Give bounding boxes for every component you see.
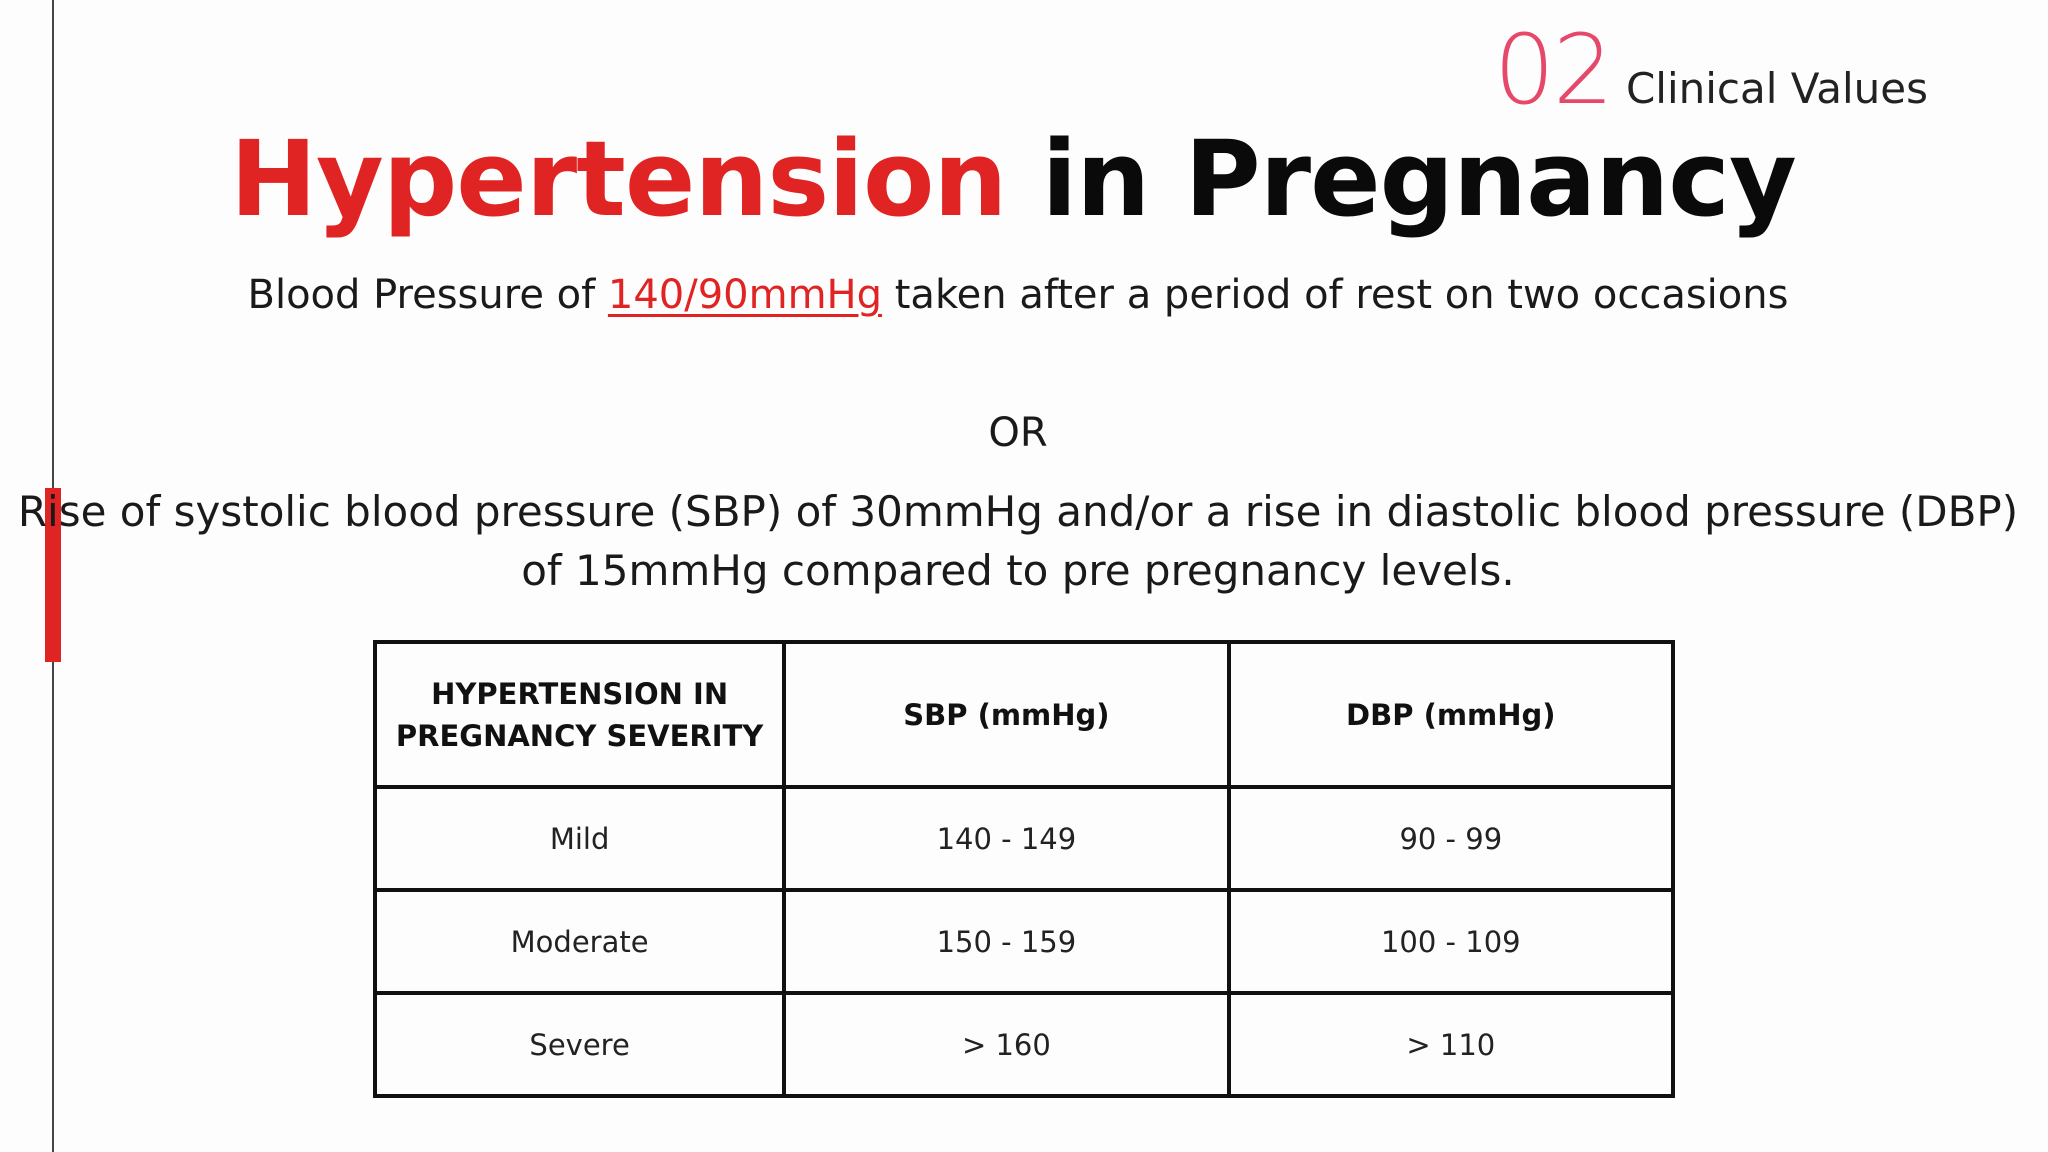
sbp-cell: 150 - 159 (782, 888, 1231, 995)
severity-cell: Moderate (372, 888, 787, 995)
rise-paragraph: Rise of systolic blood pressure (SBP) of… (17, 487, 2019, 595)
severity-cell: Severe (372, 991, 787, 1098)
severity-cell: Mild (372, 785, 787, 892)
section-header: 02 Clinical Values (1494, 22, 1928, 118)
table-row: Severe > 160 > 110 (372, 991, 1676, 1098)
section-label: Clinical Values (1625, 64, 1928, 113)
sbp-cell: > 160 (782, 991, 1231, 1098)
table-row: Mild 140 - 149 90 - 99 (372, 785, 1676, 892)
definition-text-before: Blood Pressure of (247, 272, 608, 318)
title-highlight: Hypertension (230, 118, 1007, 240)
dbp-cell: 90 - 99 (1226, 785, 1676, 892)
definition-text-after: taken after a period of rest on two occa… (882, 272, 1789, 318)
sbp-cell: 140 - 149 (782, 785, 1231, 892)
header-dbp: DBP (mmHg) (1226, 640, 1676, 789)
table-row: Moderate 150 - 159 100 - 109 (372, 888, 1676, 995)
left-accent-bar (45, 488, 61, 662)
bp-threshold-highlight: 140/90mmHg (607, 272, 883, 318)
section-number: 02 (1493, 14, 1614, 126)
header-severity: HYPERTENSION IN PREGNANCY SEVERITY (372, 640, 787, 789)
table-header-row: HYPERTENSION IN PREGNANCY SEVERITY SBP (… (372, 640, 1676, 789)
header-sbp: SBP (mmHg) (782, 640, 1231, 789)
title-rest: in Pregnancy (1041, 118, 1797, 240)
page-title: Hypertension in Pregnancy (0, 122, 2048, 236)
definition-paragraph: Blood Pressure of 140/90mmHg taken after… (0, 266, 2036, 325)
severity-table: HYPERTENSION IN PREGNANCY SEVERITY SBP (… (372, 640, 1676, 1098)
dbp-cell: 100 - 109 (1226, 888, 1676, 995)
dbp-cell: > 110 (1226, 991, 1676, 1098)
or-separator: OR (988, 410, 1048, 456)
